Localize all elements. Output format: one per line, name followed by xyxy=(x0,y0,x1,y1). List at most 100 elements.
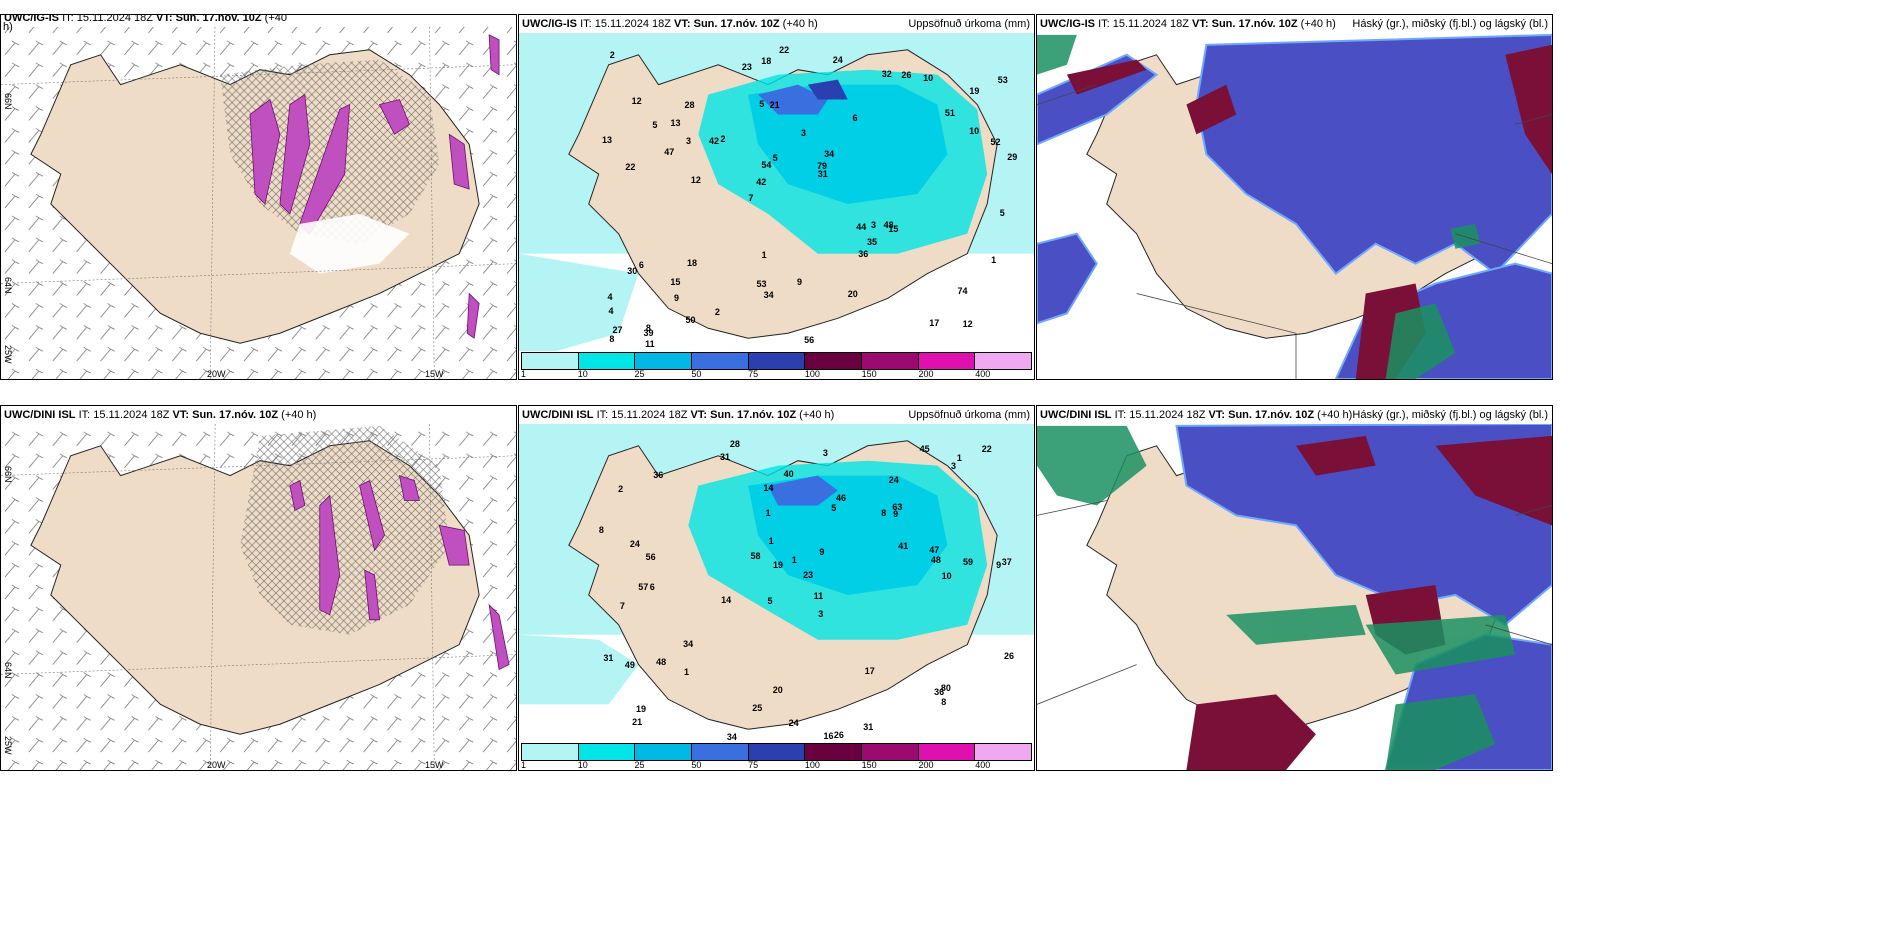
legend-tick-label: 100 xyxy=(804,369,820,379)
field-title: Uppsöfnuð úrkoma (mm) xyxy=(908,409,1030,421)
legend-swatch xyxy=(748,744,806,760)
panel-top-middle-precip: UWC/IG-IS IT: 15.11.2024 18Z VT: Sun. 17… xyxy=(518,14,1035,380)
legend-swatch xyxy=(918,744,976,760)
legend-swatch xyxy=(862,353,919,369)
legend-tick-label: 50 xyxy=(691,369,702,379)
field-title: Háský (gr.), miðský (fj.bl.) og lágský (… xyxy=(1352,409,1548,421)
valid-time: VT: Sun. 17.nóv. 10Z xyxy=(690,409,797,421)
lon-label-15w: 15W xyxy=(425,369,444,379)
legend-tick-label: 200 xyxy=(918,369,934,379)
legend-swatch xyxy=(918,353,976,369)
legend-tick-label: 10 xyxy=(577,760,588,770)
legend-swatch xyxy=(522,353,579,369)
panel-header: UWC/IG-IS IT: 15.11.2024 18Z VT: Sun. 17… xyxy=(1,14,516,27)
legend-colorbar xyxy=(521,743,1032,761)
init-time: IT: 15.11.2024 18Z xyxy=(78,409,170,421)
lat-label-25w: 25W xyxy=(3,345,13,364)
init-time: IT: 15.11.2024 18Z xyxy=(1114,409,1206,421)
hatched-area xyxy=(240,425,450,635)
precip-legend: 1 10 25 50 75 100 150 200 400 xyxy=(519,351,1034,379)
init-time: IT: 15.11.2024 18Z xyxy=(580,18,671,30)
legend-swatch xyxy=(522,744,579,760)
legend-tick-label: 50 xyxy=(691,760,702,770)
valid-time: VT: Sun. 17.nóv. 10Z xyxy=(156,14,262,24)
map-canvas xyxy=(1037,32,1552,379)
high-cloud xyxy=(1037,33,1552,379)
legend-swatch xyxy=(635,353,693,369)
panel-bottom-middle-precip: UWC/DINI ISL IT: 15.11.2024 18Z VT: Sun.… xyxy=(518,405,1035,771)
legend-tick-label: 25 xyxy=(634,369,645,379)
panel-header: UWC/IG-IS IT: 15.11.2024 18Z VT: Sun. 17… xyxy=(519,15,1034,33)
field-title: Háský (gr.), miðský (fj.bl.) og lágský (… xyxy=(1352,18,1548,30)
legend-tick-label: 200 xyxy=(918,760,934,770)
panel-header: UWC/IG-IS IT: 15.11.2024 18Z VT: Sun. 17… xyxy=(1037,15,1552,33)
low-cloud xyxy=(1037,425,1516,770)
lat-label-64n: 64N xyxy=(3,277,13,294)
model-name: UWC/DINI ISL xyxy=(4,409,76,421)
init-time: IT: 15.11.2024 18Z xyxy=(62,14,153,24)
legend-colorbar xyxy=(521,352,1032,370)
legend-tick-label: 150 xyxy=(861,369,877,379)
legend-tick-label: 25 xyxy=(634,760,645,770)
legend-swatch xyxy=(805,744,863,760)
legend-swatch xyxy=(692,744,749,760)
lon-label-15w: 15W xyxy=(425,760,444,770)
map-canvas xyxy=(1,15,516,379)
map-canvas xyxy=(1037,422,1552,770)
precip-legend: 1 10 25 50 75 100 150 200 400 xyxy=(519,742,1034,770)
precip-heavy-2 xyxy=(807,79,848,100)
glacier-white xyxy=(289,213,410,274)
legend-swatch xyxy=(975,353,1032,369)
field-title: Uppsöfnuð úrkoma (mm) xyxy=(908,18,1030,30)
legend-swatch xyxy=(635,744,693,760)
lat-label-66n: 66N xyxy=(3,466,13,483)
legend-tick-label: 1 xyxy=(521,760,527,770)
legend-tick-label: 150 xyxy=(861,760,877,770)
valid-time: VT: Sun. 17.nóv. 10Z xyxy=(172,409,279,421)
lat-label-25w: 25W xyxy=(3,736,13,755)
panel-top-left-wind-precip: UWC/IG-IS IT: 15.11.2024 18Z VT: Sun. 17… xyxy=(0,14,517,380)
precip-bands xyxy=(249,34,500,339)
legend-swatch xyxy=(862,744,919,760)
legend-tick-label: 400 xyxy=(975,760,991,770)
legend-swatch xyxy=(748,353,806,369)
lead-time: (+40 h) xyxy=(782,18,818,30)
sea-precip-west xyxy=(519,634,639,705)
model-name: UWC/IG-IS xyxy=(1040,18,1095,30)
lat-label-66n: 66N xyxy=(3,93,13,110)
legend-swatch xyxy=(578,744,636,760)
model-name: UWC/DINI ISL xyxy=(522,409,594,421)
valid-time: VT: Sun. 17.nóv. 10Z xyxy=(1192,18,1298,30)
legend-tick-label: 75 xyxy=(748,369,759,379)
init-time: IT: 15.11.2024 18Z xyxy=(596,409,688,421)
panel-header: UWC/DINI ISL IT: 15.11.2024 18Z VT: Sun.… xyxy=(519,406,1034,424)
lead-time: (+40 h) xyxy=(799,409,835,421)
low-cloud xyxy=(1037,34,1481,379)
panel-header: UWC/DINI ISL IT: 15.11.2024 18Z VT: Sun.… xyxy=(1,406,516,424)
lead-time: (+40 h) xyxy=(1300,18,1336,30)
model-name: UWC/IG-IS xyxy=(522,18,577,30)
valid-time: VT: Sun. 17.nóv. 10Z xyxy=(1208,409,1315,421)
lat-label-64n: 64N xyxy=(3,662,13,679)
region-lines xyxy=(1037,84,1552,379)
valid-time: VT: Sun. 17.nóv. 10Z xyxy=(674,18,780,30)
graticule xyxy=(1,15,516,379)
legend-tick-label: 400 xyxy=(975,369,991,379)
lon-label-20w: 20W xyxy=(207,369,226,379)
legend-tick-label: 75 xyxy=(748,760,759,770)
sea-precip-west xyxy=(519,253,639,354)
legend-ticks: 1 10 25 50 75 100 150 200 400 xyxy=(521,760,1032,770)
panel-header: UWC/DINI ISL IT: 15.11.2024 18Z VT: Sun.… xyxy=(1037,406,1552,424)
precip-heavy xyxy=(768,475,838,506)
legend-swatch xyxy=(578,353,636,369)
map-canvas xyxy=(1,423,516,770)
legend-ticks: 1 10 25 50 75 100 150 200 400 xyxy=(521,369,1032,379)
lead-time: (+40 h) xyxy=(1317,409,1353,421)
precip-bands xyxy=(289,475,510,671)
legend-swatch xyxy=(975,744,1032,760)
map-canvas xyxy=(519,423,1034,745)
lon-label-20w: 20W xyxy=(207,760,226,770)
legend-swatch xyxy=(805,353,863,369)
legend-tick-label: 10 xyxy=(577,369,588,379)
panel-bottom-left-wind-precip: UWC/DINI ISL IT: 15.11.2024 18Z VT: Sun.… xyxy=(0,405,517,771)
